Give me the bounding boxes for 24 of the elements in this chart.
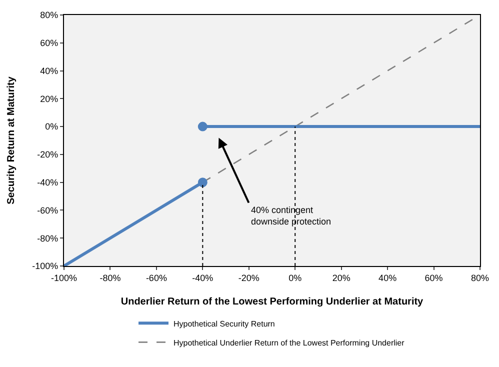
x-tick-label: -100% — [50, 272, 78, 283]
x-tick-label: -60% — [146, 272, 167, 283]
y-tick-label: 60% — [40, 38, 58, 48]
y-tick-label: 20% — [40, 94, 58, 104]
x-tick-label: 60% — [424, 272, 443, 283]
y-axis-title: Security Return at Maturity — [6, 76, 18, 204]
legend-label: Hypothetical Security Return — [174, 319, 275, 328]
x-tick-label: 80% — [470, 272, 490, 283]
x-tick-label: 0% — [288, 272, 302, 283]
legend-label: Hypothetical Underlier Return of the Lowest Performing Underlier — [174, 338, 405, 348]
y-tick-label: -100% — [32, 261, 58, 272]
y-tick-label: 0% — [45, 122, 58, 132]
y-tick-label: -20% — [37, 150, 58, 160]
x-tick-label: -20% — [238, 272, 260, 283]
x-tick-label: 20% — [332, 272, 350, 283]
x-tick-label: -40% — [192, 272, 214, 283]
y-tick-label: -60% — [37, 205, 58, 216]
y-tick-label: -80% — [37, 233, 58, 244]
y-tick-label: -40% — [37, 177, 58, 188]
y-tick-label: 40% — [40, 66, 58, 76]
y-tick-label: 80% — [40, 10, 58, 20]
x-axis-title: Underlier Return of the Lowest Performing Underlier at Maturity — [120, 296, 424, 308]
x-tick-label: 40% — [378, 272, 397, 283]
x-tick-label: -80% — [100, 272, 121, 283]
